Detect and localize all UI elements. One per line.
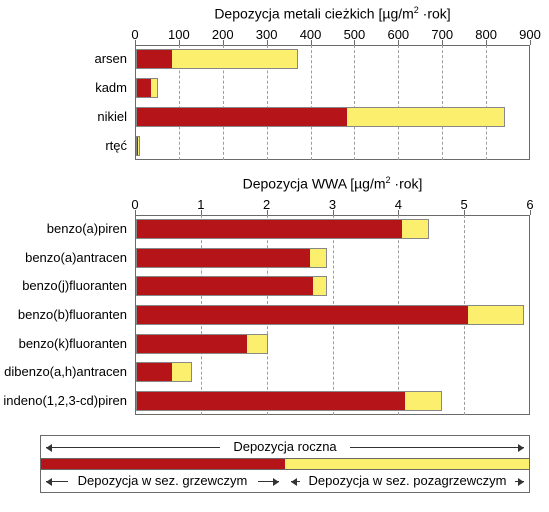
x-tick-label: 200 (203, 27, 243, 42)
x-tick-label: 5 (444, 197, 484, 212)
bar-segment-nonheating (247, 335, 266, 353)
bar-segment-heating (137, 220, 402, 238)
category-label: benzo(j)fluoranten (0, 278, 127, 293)
x-tick-label: 0 (115, 27, 155, 42)
bar-segment-heating (137, 50, 172, 68)
bar-segment-heating (137, 249, 310, 267)
legend-label-heating: Depozycja w sez. grzewczym (68, 471, 258, 491)
legend-red-fill (41, 458, 285, 470)
x-tick-label: 900 (510, 27, 549, 42)
bar-segment-nonheating (347, 108, 504, 126)
bar-row (136, 362, 192, 382)
bar-segment-heating (137, 363, 172, 381)
bar-segment-heating (137, 335, 247, 353)
category-label: rtęć (0, 138, 127, 153)
bar-row (136, 248, 327, 268)
legend-label-annual: Depozycja roczna (220, 437, 350, 457)
category-label: dibenzo(a,h)antracen (0, 364, 127, 379)
x-tick-label: 800 (466, 27, 506, 42)
category-label: nikiel (0, 109, 127, 124)
bar-segment-nonheating (172, 363, 191, 381)
gridline (442, 45, 443, 160)
bar-segment-heating (137, 306, 468, 324)
bar-segment-nonheating (151, 79, 157, 97)
x-tick-label: 400 (291, 27, 331, 42)
bar-segment-nonheating (402, 220, 428, 238)
x-tick-label: 2 (247, 197, 287, 212)
gridline (398, 45, 399, 160)
bar-row (136, 276, 327, 296)
bar-segment-nonheating (310, 249, 326, 267)
bar-row (136, 219, 429, 239)
top-chart-title: Depozycja metali cieżkich [µg/m2 ·rok] (135, 5, 530, 22)
category-label: benzo(b)fluoranten (0, 307, 127, 322)
category-label: arsen (0, 51, 127, 66)
x-tick-label: 700 (422, 27, 462, 42)
x-tick-label: 300 (247, 27, 287, 42)
bar-row (136, 78, 158, 98)
category-label: benzo(k)fluoranten (0, 336, 127, 351)
bar-row (136, 136, 140, 156)
x-tick-label: 100 (159, 27, 199, 42)
category-label: indeno(1,2,3-cd)piren (0, 393, 127, 408)
x-tick-label: 6 (510, 197, 549, 212)
bottom-chart-title: Depozycja WWA [µg/m2 ·rok] (135, 175, 530, 192)
bar-segment-nonheating (172, 50, 298, 68)
bar-row (136, 334, 268, 354)
x-tick-label: 3 (313, 197, 353, 212)
x-tick-label: 4 (378, 197, 418, 212)
gridline (311, 45, 312, 160)
x-tick-label: 500 (334, 27, 374, 42)
category-label: benzo(a)antracen (0, 250, 127, 265)
x-tick-label: 0 (115, 197, 155, 212)
bar-segment-nonheating (313, 277, 326, 295)
bar-segment-heating (137, 277, 313, 295)
category-label: kadm (0, 80, 127, 95)
bar-row (136, 391, 442, 411)
legend-yellow-fill (285, 458, 529, 470)
x-tick-label: 1 (181, 197, 221, 212)
bar-segment-nonheating (468, 306, 524, 324)
gridline (354, 45, 355, 160)
bar-segment-nonheating (405, 392, 441, 410)
x-tick-label: 600 (378, 27, 418, 42)
category-label: benzo(a)piren (0, 221, 127, 236)
bar-row (136, 49, 298, 69)
legend-label-nonheating: Depozycja w sez. pozagrzewczym (300, 471, 515, 491)
bar-segment-heating (137, 392, 405, 410)
bar-segment-heating (137, 79, 151, 97)
gridline (486, 45, 487, 160)
bar-row (136, 107, 505, 127)
bar-row (136, 305, 524, 325)
bar-segment-heating (137, 108, 347, 126)
